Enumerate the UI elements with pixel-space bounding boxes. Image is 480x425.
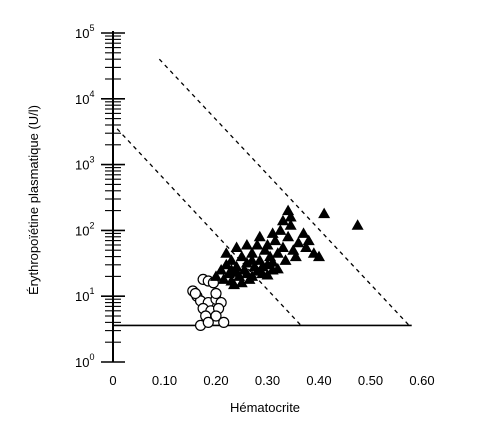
dashed-boundary-line [116,128,302,326]
filled-triangle-point [271,247,284,258]
filled-triangle-point [246,247,259,258]
filled-triangle-point [300,241,313,252]
open-circle-point [210,310,222,322]
x-tick-label: 0.10 [152,373,177,388]
filled-triangle-point [279,254,292,265]
x-tick-label: 0 [109,373,116,388]
filled-triangle-point [274,224,287,235]
open-circle-point [218,316,230,328]
data-points [187,204,364,331]
filled-triangle-point [235,250,248,262]
open-circle-point [189,287,201,300]
filled-triangle-point [351,219,364,230]
y-tick-label: 102 [75,220,94,238]
reference-lines [113,58,412,327]
filled-triangle-point [230,241,243,252]
filled-triangle-point [318,207,331,219]
x-tick-label: 0.40 [306,373,331,388]
x-tick-label: 0.20 [203,373,228,388]
filled-triangle-point [256,260,269,272]
filled-triangle-point [297,227,310,238]
filled-triangle-point [251,238,264,250]
x-tick-label: 0.50 [358,373,383,388]
filled-triangle-point [210,270,222,281]
y-tick-label: 104 [75,89,94,107]
filled-triangle-point [289,250,302,262]
filled-triangle-point [246,254,259,265]
filled-triangle-point [269,234,282,246]
y-tick-label: 101 [75,286,94,304]
axes [101,31,125,363]
x-tick-label: 0.60 [409,373,434,388]
open-circle-point [210,287,222,300]
y-tick-label: 105 [75,23,94,41]
filled-triangle-point [313,250,325,262]
filled-triangle-point [217,273,230,284]
filled-triangle-point [284,210,297,222]
filled-triangle-point [292,236,305,248]
y-axis-title: Érythropoïétine plasmatique (U/l) [26,105,41,295]
filled-triangle-point [271,262,284,274]
filled-triangle-point [284,219,297,230]
filled-triangle-point [225,275,238,286]
y-tick-label: 103 [75,155,94,173]
filled-triangle-point [282,230,295,242]
filled-triangle-point [261,238,274,250]
filled-triangle-point [240,238,253,250]
filled-triangle-point [235,276,248,288]
filled-triangle-point [261,268,274,280]
x-tick-label: 0.30 [255,373,280,388]
filled-triangle-point [220,247,233,258]
filled-triangle-point [225,254,238,265]
x-axis-title: Hématocrite [230,400,300,415]
y-tick-label: 100 [75,352,94,370]
filled-triangle-point [225,264,238,275]
filled-triangle-point [253,230,266,242]
filled-triangle-point [302,234,315,246]
dashed-boundary-line [158,58,410,326]
filled-triangle-point [276,241,289,252]
filled-triangle-point [266,256,279,267]
axis-labels: 100 101 102 103 104 105 0 0.10 0.20 0.30 0.40 0.50 0… [75,23,435,388]
open-circle-point [202,316,214,328]
filled-triangle-point [276,214,289,226]
filled-triangle-point [266,227,279,238]
filled-triangle-point [282,204,295,216]
